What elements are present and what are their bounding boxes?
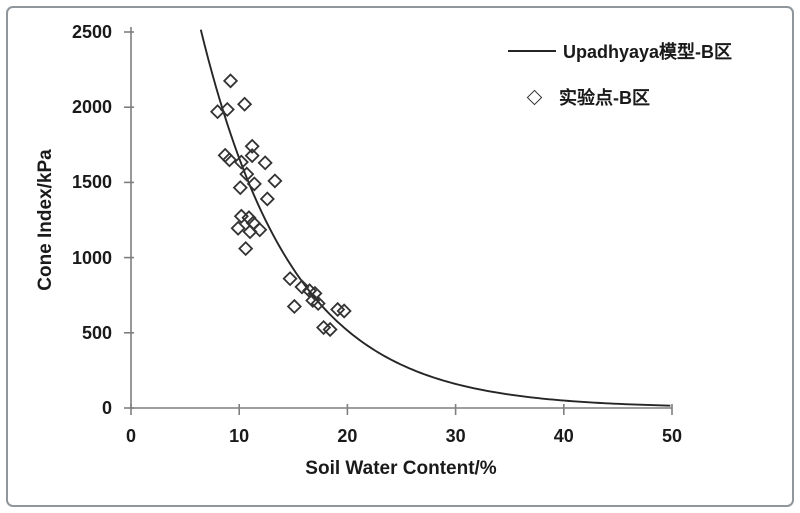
y-tick-label: 1000 (71, 247, 112, 268)
scatter-point (239, 166, 255, 182)
y-axis-title: Cone Index/kPa (35, 149, 56, 291)
scatter-point (233, 154, 249, 170)
x-tick-label: 50 (661, 426, 683, 446)
y-tick-label: 500 (81, 322, 112, 343)
line-sample-icon (508, 50, 556, 52)
scatter-point (294, 279, 310, 295)
y-tick-label: 2000 (71, 97, 112, 118)
x-tick-label: 20 (337, 426, 358, 446)
scatter-point (237, 96, 253, 112)
x-tick-label: 10 (229, 426, 250, 446)
scatter-point (244, 148, 260, 164)
scatter-point (222, 73, 239, 89)
scatter-point (310, 295, 326, 312)
scatter-point (238, 241, 254, 257)
scatter-point (322, 321, 338, 338)
scatter-point (330, 301, 346, 318)
x-axis-title: Soil Water Content/% (305, 458, 497, 479)
scatter-point (244, 138, 260, 154)
scatter-point (217, 147, 233, 163)
legend-item-points: 实验点-B区 (526, 86, 650, 108)
scatter-point (252, 222, 268, 238)
x-tick-label: 40 (553, 426, 574, 446)
scatter-point (259, 191, 275, 207)
scatter-point (286, 298, 302, 315)
scatter-point (316, 319, 332, 336)
scatter-point (221, 152, 238, 168)
legend-item-model: Upadhyaya模型-B区 (508, 40, 732, 62)
legend-label-points: 实验点-B区 (559, 88, 650, 108)
x-tick-label: 0 (125, 426, 136, 446)
scatter-point (232, 180, 248, 196)
y-tick-label: 2500 (71, 22, 112, 42)
x-tick-label: 30 (445, 426, 466, 446)
scatter-point (219, 101, 235, 118)
scatter-point (230, 220, 246, 236)
scatter-point (246, 176, 262, 192)
legend-label-model: Upadhyaya模型-B区 (563, 42, 733, 62)
y-tick-label: 1500 (71, 172, 112, 193)
y-tick-label: 0 (101, 398, 112, 418)
scatter-point (282, 271, 298, 287)
model-curve (199, 29, 671, 407)
diamond-marker-icon (526, 89, 543, 105)
scatter-point (267, 173, 283, 189)
scatter-point (336, 303, 352, 319)
scatter-point (257, 155, 273, 171)
